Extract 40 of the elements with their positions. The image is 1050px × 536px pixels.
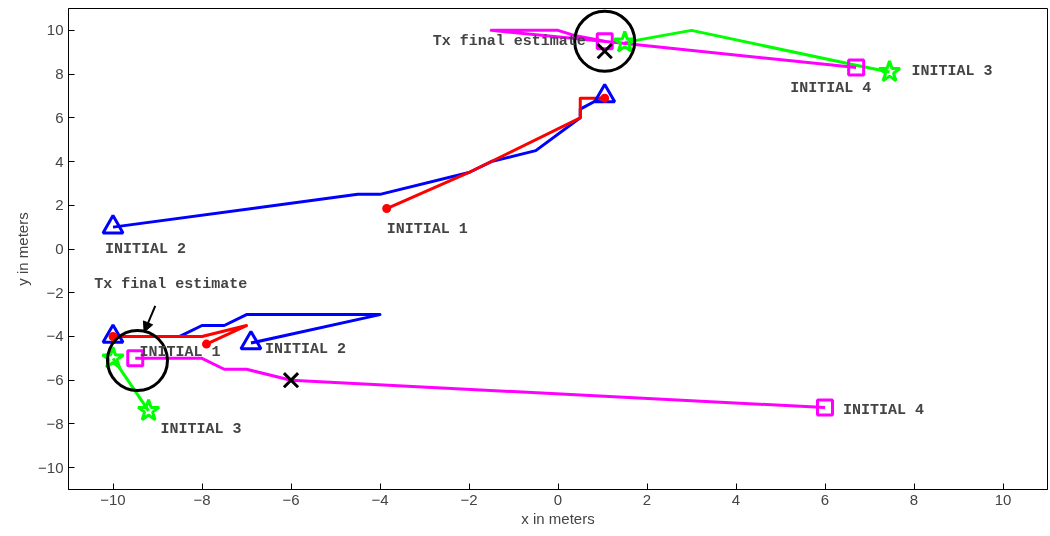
x-tick-label: 10 — [994, 490, 1012, 508]
y-tick-label: 6 — [55, 108, 64, 126]
y-tick-label: −4 — [46, 327, 64, 345]
point — [201, 339, 211, 349]
x-tick-label: 2 — [642, 490, 652, 508]
x-tick-label: −6 — [282, 490, 300, 508]
annotation: INITIAL 2 — [105, 241, 187, 259]
point — [816, 398, 834, 417]
annotation: INITIAL 1 — [386, 220, 468, 238]
x-tick-label: 6 — [820, 490, 830, 508]
x-tick-label: −8 — [193, 490, 211, 508]
y-axis-title: y in meters — [14, 212, 32, 286]
x-tick-label: 8 — [909, 490, 919, 508]
point — [877, 59, 902, 83]
x-tick-label: 4 — [731, 490, 741, 508]
point — [596, 42, 614, 60]
annotation: INITIAL 4 — [790, 79, 872, 97]
annotation: Tx final estimate — [94, 275, 248, 293]
y-tick-label: 10 — [46, 21, 64, 39]
y-tick-label: −2 — [46, 283, 64, 301]
annotation: INITIAL 3 — [160, 420, 242, 438]
x-tick-label: −2 — [460, 490, 478, 508]
y-tick-label: 4 — [55, 152, 64, 170]
y-tick-label: −10 — [38, 458, 64, 476]
x-axis-title: x in meters — [521, 509, 595, 527]
y-tick-label: 2 — [55, 196, 64, 214]
y-tick-label: −6 — [46, 371, 64, 389]
point — [136, 398, 161, 422]
point — [847, 58, 866, 77]
y-tick-label: 8 — [55, 65, 64, 83]
point — [282, 371, 300, 389]
x-tick-label: −4 — [371, 490, 389, 508]
point — [382, 204, 392, 214]
y-tick-label: 0 — [55, 240, 64, 257]
y-tick-label: −8 — [46, 414, 64, 432]
annotation: INITIAL 4 — [843, 402, 925, 420]
annotation: INITIAL 3 — [911, 63, 993, 81]
x-tick-label: −10 — [100, 490, 126, 508]
annotation: INITIAL 2 — [264, 340, 346, 358]
x-tick-label: 0 — [553, 490, 563, 508]
